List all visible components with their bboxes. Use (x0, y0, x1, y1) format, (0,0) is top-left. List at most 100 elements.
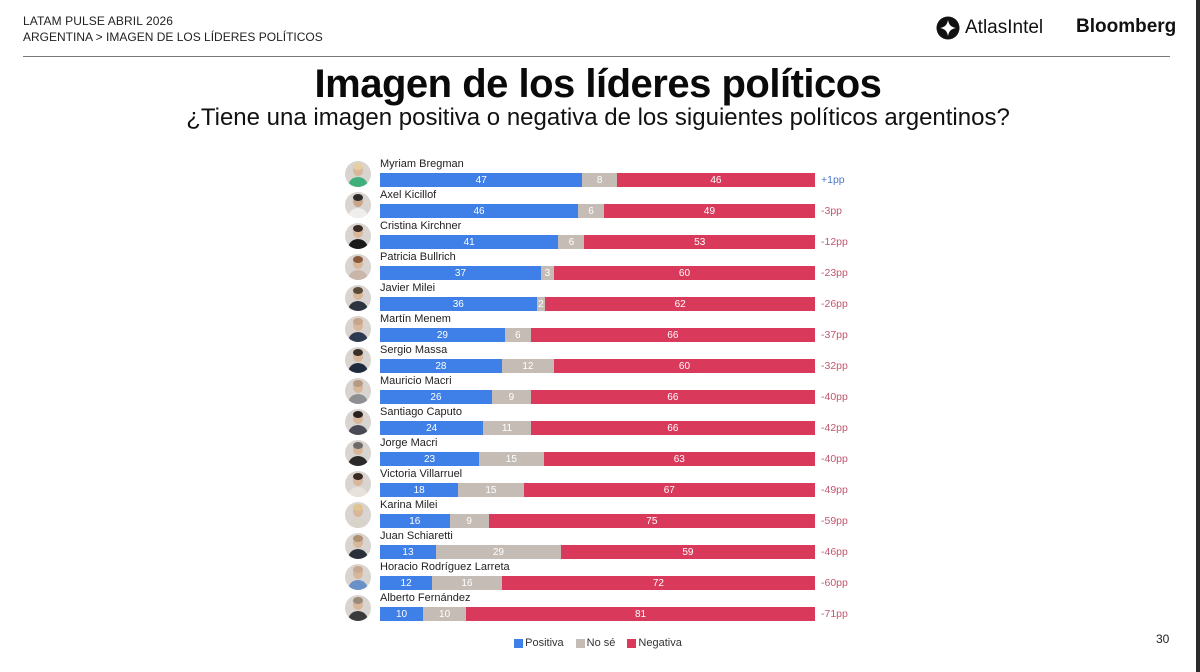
avatar-body (348, 580, 368, 590)
stacked-bar: 24 11 66 (380, 421, 815, 435)
report-title: LATAM PULSE ABRIL 2026 (23, 14, 174, 28)
legend-swatch-positiva (514, 638, 524, 648)
politician-avatar (345, 409, 371, 435)
avatar-body (348, 301, 368, 311)
avatar-hair (353, 411, 363, 418)
politician-avatar (345, 440, 371, 466)
bar-segment-positiva: 10 (380, 607, 424, 621)
bar-segment-negativa: 66 (530, 390, 815, 404)
avatar-hair (353, 442, 363, 449)
politician-name: Juan Schiaretti (380, 530, 453, 542)
politician-name: Jorge Macri (380, 437, 438, 449)
politician-avatar (345, 564, 371, 590)
avatar-hair (353, 287, 363, 294)
avatar-body (348, 425, 368, 435)
politician-name: Mauricio Macri (380, 375, 452, 387)
chart-row: Patricia Bullrich 37 3 60 -23pp (344, 251, 884, 282)
politician-avatar (345, 533, 371, 559)
bar-segment-positiva: 26 (380, 390, 492, 404)
atlasintel-wordmark: AtlasIntel (965, 17, 1044, 38)
politician-avatar (345, 192, 371, 218)
avatar-head (353, 227, 363, 238)
chart-row: Javier Milei 36 2 62 -26pp (344, 282, 884, 313)
avatar-hair (353, 256, 363, 263)
bar-segment-positiva: 13 (380, 545, 436, 559)
bar-segment-no-se: 6 (578, 204, 604, 218)
bar-segment-positiva: 47 (380, 173, 583, 187)
avatar-hair (353, 163, 363, 170)
avatar-head (353, 599, 363, 610)
legend: Positiva No sé Negativa (0, 637, 1196, 649)
avatar-hair (353, 380, 363, 387)
stacked-bar: 10 10 81 (380, 607, 815, 621)
bar-segment-negativa: 49 (603, 204, 815, 218)
window-edge (1196, 0, 1200, 672)
chart-row: Horacio Rodríguez Larreta 12 16 72 -60pp (344, 561, 884, 592)
bar-segment-no-se: 6 (504, 328, 531, 342)
bar-segment-positiva: 28 (380, 359, 502, 373)
avatar-head (353, 444, 363, 455)
legend-item-no-se: No sé (575, 637, 615, 649)
bar-segment-no-se: 15 (479, 452, 544, 466)
avatar-body (348, 208, 368, 218)
politician-name: Horacio Rodríguez Larreta (380, 561, 510, 573)
avatar-body (348, 177, 368, 187)
chart-title: Imagen de los líderes políticos (314, 62, 882, 106)
avatar-hair (353, 349, 363, 356)
bar-segment-negativa: 66 (530, 421, 815, 435)
chart-row: Juan Schiaretti 13 29 59 -46pp (344, 530, 884, 561)
politician-name: Patricia Bullrich (380, 251, 456, 263)
bar-segment-negativa: 60 (553, 359, 815, 373)
avatar-head (353, 475, 363, 486)
chart-row: Victoria Villarruel 18 15 67 -49pp (344, 468, 884, 499)
avatar-head (353, 320, 363, 331)
stacked-bar: 16 9 75 (380, 514, 815, 528)
bar-segment-positiva: 41 (380, 235, 559, 249)
politician-avatar (345, 378, 371, 404)
politician-avatar (345, 254, 371, 280)
avatar-hair (353, 504, 363, 511)
bar-segment-negativa: 46 (616, 173, 815, 187)
avatar-head (353, 382, 363, 393)
bar-segment-negativa: 63 (543, 452, 815, 466)
chart-row: Martín Menem 29 6 66 -37pp (344, 313, 884, 344)
bar-segment-no-se: 12 (501, 359, 554, 373)
avatar-body (348, 518, 368, 528)
avatar-hair (353, 318, 363, 325)
chart-row: Santiago Caputo 24 11 66 -42pp (344, 406, 884, 437)
politician-name: Martín Menem (380, 313, 451, 325)
stacked-bar: 23 15 63 (380, 452, 815, 466)
avatar-body (348, 394, 368, 404)
politician-avatar (345, 502, 371, 528)
net-difference-label: -49pp (821, 484, 848, 496)
politician-avatar (345, 161, 371, 187)
avatar-hair (353, 597, 363, 604)
stacked-bar: 12 16 72 (380, 576, 815, 590)
net-difference-label: -32pp (821, 360, 848, 372)
breadcrumb: ARGENTINA > IMAGEN DE LOS LÍDERES POLÍTI… (23, 30, 323, 44)
chart-row: Sergio Massa 28 12 60 -32pp (344, 344, 884, 375)
avatar-head (353, 537, 363, 548)
avatar-head (353, 568, 363, 579)
avatar-body (348, 270, 368, 280)
avatar-hair (353, 194, 363, 201)
bar-segment-no-se: 9 (449, 514, 489, 528)
net-difference-label: -46pp (821, 546, 848, 558)
net-difference-label: -37pp (821, 329, 848, 341)
stacked-bar: 36 2 62 (380, 297, 815, 311)
avatar-hair (353, 535, 363, 542)
bar-segment-positiva: 37 (380, 266, 541, 280)
bar-segment-no-se: 15 (458, 483, 524, 497)
bar-segment-negativa: 62 (545, 297, 815, 311)
stacked-bar: 28 12 60 (380, 359, 815, 373)
legend-item-negativa: Negativa (627, 637, 682, 649)
politician-avatar (345, 223, 371, 249)
stacked-bar: 26 9 66 (380, 390, 815, 404)
bar-segment-no-se: 9 (491, 390, 531, 404)
net-difference-label: -3pp (821, 205, 843, 217)
chart-row: Axel Kicillof 46 6 49 -3pp (344, 189, 884, 220)
stacked-bar: 18 15 67 (380, 483, 815, 497)
bar-segment-no-se: 10 (423, 607, 467, 621)
avatar-body (348, 549, 368, 559)
